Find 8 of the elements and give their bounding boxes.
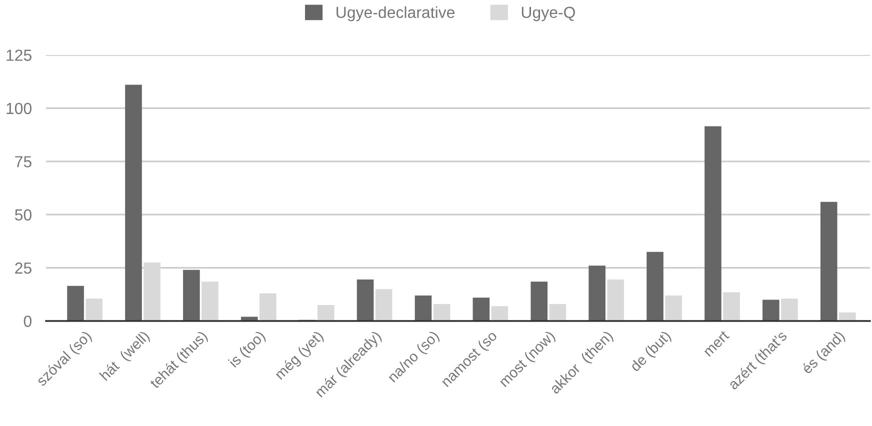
legend-label: Ugye-declarative — [336, 6, 454, 22]
y-tick-label: 75 — [15, 156, 32, 168]
y-tick-label: 125 — [6, 50, 32, 61]
y-tick-label: 0 — [24, 316, 32, 327]
y-tick-label: 25 — [15, 262, 32, 274]
legend-label: Ugye-Q — [522, 6, 575, 22]
y-tick-label: 100 — [6, 102, 32, 114]
y-tick-label: 50 — [14, 209, 32, 221]
